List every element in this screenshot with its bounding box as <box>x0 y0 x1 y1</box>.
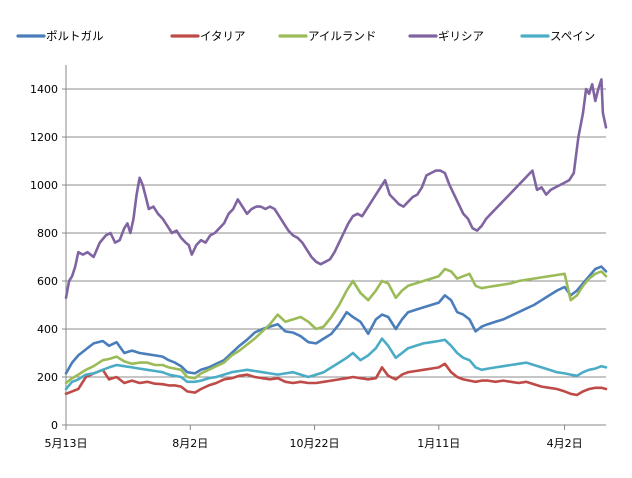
series-lines <box>64 78 608 397</box>
legend-label-3: ギリシア <box>438 29 484 43</box>
series-line-4 <box>64 337 608 391</box>
series-line-0 <box>64 265 608 375</box>
x-tick-label-2: 10月22日 <box>290 437 340 450</box>
series-line-3 <box>64 78 608 300</box>
legend: ポルトガル イタリア アイルランド ギリシア スペイン <box>16 29 595 43</box>
y-tick-label-200: 200 <box>37 371 58 384</box>
legend-label-2: アイルランド <box>308 29 376 43</box>
y-axis-ticks: 0 200 400 600 800 1000 1200 1400 <box>30 83 66 432</box>
legend-label-4: スペイン <box>550 29 595 43</box>
x-tick-label-4: 4月2日 <box>547 437 583 450</box>
y-tick-label-1400: 1400 <box>30 83 58 96</box>
legend-label-0: ポルトガル <box>46 29 104 43</box>
gridlines <box>66 88 606 378</box>
y-tick-label-400: 400 <box>37 323 58 336</box>
y-tick-label-800: 800 <box>37 227 58 240</box>
series-line-1 <box>64 362 608 397</box>
x-tick-label-0: 5月13日 <box>45 437 88 450</box>
x-axis-ticks: 5月13日 8月2日 10月22日 1月11日 4月2日 <box>45 425 583 450</box>
axes <box>65 65 606 426</box>
y-tick-label-600: 600 <box>37 275 58 288</box>
y-tick-label-1000: 1000 <box>30 179 58 192</box>
x-tick-label-1: 8月2日 <box>172 437 208 450</box>
series-line-2 <box>64 267 608 385</box>
x-tick-label-3: 1月11日 <box>417 437 460 450</box>
y-tick-label-0: 0 <box>51 419 58 432</box>
y-tick-label-1200: 1200 <box>30 131 58 144</box>
legend-label-1: イタリア <box>200 29 246 43</box>
